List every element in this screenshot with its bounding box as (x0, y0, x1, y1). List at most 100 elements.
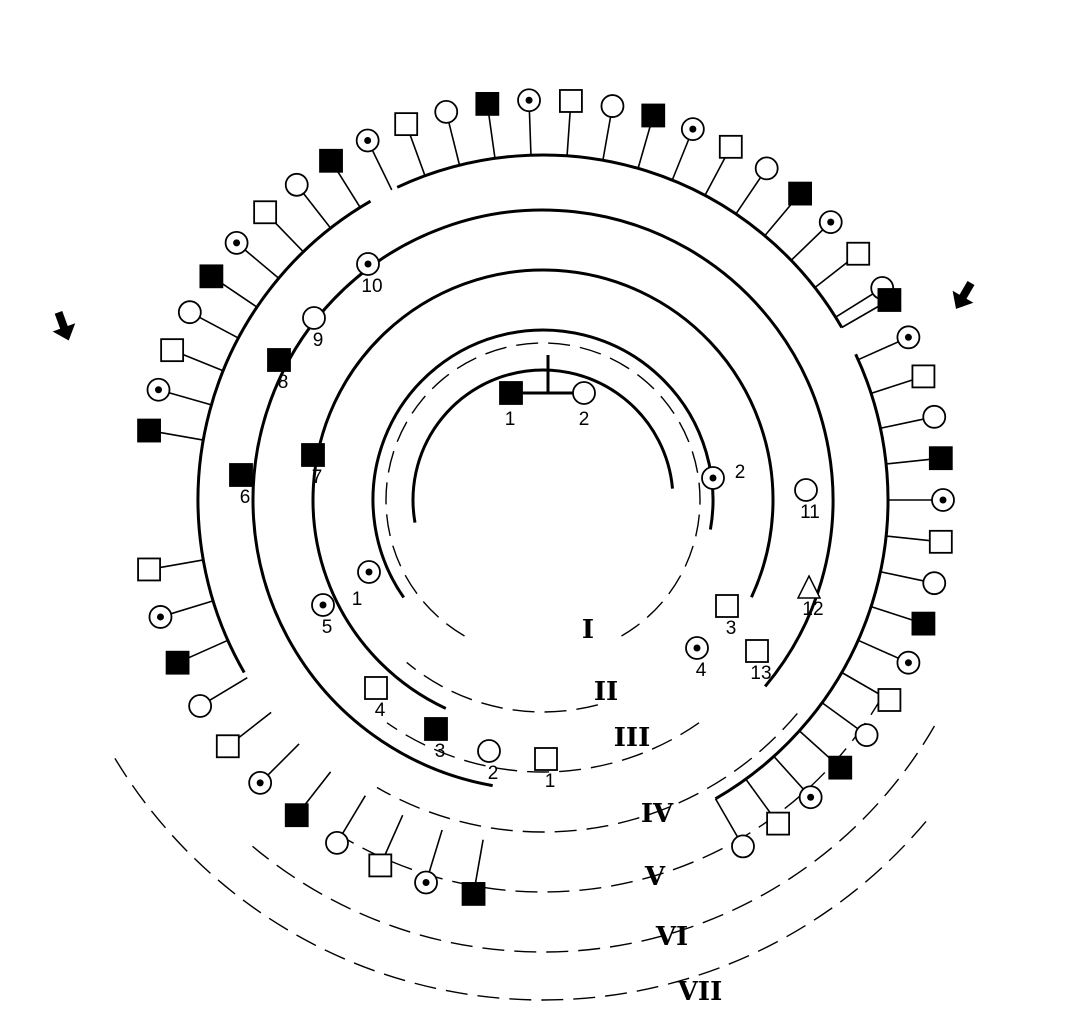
individual-II-1 (357, 560, 381, 584)
individual-III-12 (796, 574, 822, 599)
individual-III-7 (301, 443, 325, 467)
individual-number: 4 (696, 660, 707, 681)
individual-I-1 (499, 381, 523, 405)
outer-individual (798, 785, 823, 810)
generation-ring (386, 722, 700, 773)
proband-arrow-icon (52, 310, 76, 341)
sibship-line (311, 268, 775, 710)
outer-individual (188, 694, 213, 718)
individual-number: 13 (750, 663, 771, 684)
individual-III-4b (685, 636, 709, 660)
individual-II-2 (701, 466, 725, 490)
outer-individual (368, 853, 393, 878)
outer-individual (475, 91, 500, 116)
outer-individual (818, 210, 843, 235)
individual-number: 1 (505, 409, 516, 430)
individual-number: 6 (240, 487, 251, 508)
individual-III-8 (267, 348, 291, 372)
outer-individual (215, 734, 240, 759)
outer-individual (922, 571, 947, 596)
individual-III-3 (424, 717, 448, 741)
outer-individual (922, 404, 947, 429)
individual-number: 1 (352, 589, 363, 610)
outer-individual (165, 650, 190, 675)
individual-number: 5 (322, 617, 333, 638)
outer-individual (394, 112, 419, 137)
outer-individual (600, 94, 625, 118)
outer-individual (788, 181, 813, 206)
outer-individual (355, 128, 380, 153)
outer-individual (319, 148, 343, 173)
generation-ring (385, 342, 701, 637)
outer-individual (754, 156, 779, 181)
individual-number: 9 (313, 330, 324, 351)
individual-III-9 (302, 306, 326, 330)
individual-III-13 (745, 639, 769, 663)
outer-individual (434, 99, 459, 124)
outer-individual (559, 89, 583, 113)
individual-number: 2 (735, 462, 746, 483)
individual-III-1 (534, 747, 558, 771)
individual-III-11 (794, 478, 818, 502)
generation-rings (109, 342, 936, 1001)
individual-number: 3 (726, 618, 737, 639)
outer-individual (911, 611, 936, 636)
outer-individual (461, 882, 486, 906)
sibship-line (251, 208, 835, 788)
outer-individual (896, 325, 921, 350)
outer-individual (928, 529, 953, 554)
individual-number: 12 (802, 599, 823, 620)
individual-number: 2 (488, 763, 499, 784)
outer-individual (137, 418, 161, 443)
sibship-line (371, 328, 715, 599)
outer-individual (718, 134, 743, 159)
outer-individual (199, 264, 224, 289)
outer-individual (731, 834, 755, 859)
individual-III-3b (715, 594, 739, 618)
generation-ring (252, 725, 936, 953)
individual-number: 7 (312, 467, 323, 488)
outer-individual (828, 755, 853, 780)
proband-arrow-icon (952, 280, 975, 309)
individual-number: 3 (435, 741, 446, 762)
outer-individual (414, 870, 438, 895)
individual-number: 2 (579, 409, 590, 430)
generation-label: VII (677, 977, 723, 1007)
generation-label: IV (641, 799, 674, 829)
outer-individual (680, 117, 705, 142)
outer-individual (177, 300, 202, 325)
individual-number: 1 (545, 771, 556, 792)
outer-individual (284, 172, 309, 197)
generation-label: I (582, 615, 594, 645)
outer-individual (517, 88, 541, 113)
generation-label: VI (655, 922, 688, 952)
outer-individual (896, 650, 921, 675)
outer-individual (224, 230, 249, 255)
outer-individual (877, 288, 902, 312)
individual-number: 11 (800, 502, 820, 523)
individual-III-6 (229, 463, 253, 487)
generation-ring (376, 712, 798, 833)
generation-ring (109, 749, 927, 1001)
outer-individual (253, 200, 278, 225)
outer-individual (766, 811, 791, 836)
outer-individual (931, 488, 955, 512)
sibship-line (196, 199, 372, 674)
individual-III-4 (364, 676, 388, 700)
outer-individual (854, 723, 879, 748)
generation-label: II (594, 677, 618, 707)
individual-III-2 (477, 739, 501, 763)
outer-individual (877, 688, 902, 712)
individual-number: 10 (361, 276, 382, 297)
outer-individual (641, 103, 666, 128)
outer-individual (846, 241, 871, 266)
generation-ring (406, 661, 599, 713)
outer-individual (248, 770, 273, 795)
outer-individual (284, 803, 309, 828)
individual-number: 4 (375, 700, 386, 721)
individual-number: 8 (278, 372, 289, 393)
outer-individual (137, 557, 161, 582)
